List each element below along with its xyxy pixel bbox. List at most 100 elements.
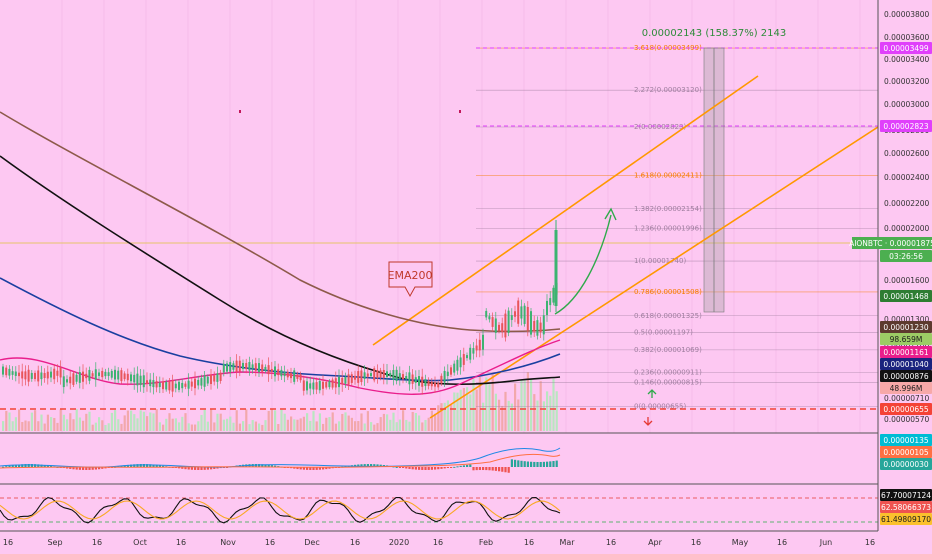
price-tick-label: 0.00003400 [884, 55, 930, 64]
macd-histogram-bar [219, 467, 222, 469]
candle-body [66, 379, 68, 383]
macd-histogram-bar [149, 464, 152, 467]
volume-bar [110, 412, 113, 431]
candle-body [37, 370, 40, 382]
price-badge-text: 0.00001040 [883, 360, 929, 369]
candle-body [232, 363, 235, 370]
volume-bar [146, 416, 149, 431]
volume-bar [94, 422, 97, 431]
volume-bar [34, 410, 37, 431]
macd-histogram-bar [523, 461, 526, 467]
volume-bar [466, 387, 469, 431]
macd-histogram-bar [213, 467, 216, 469]
volume-bar [78, 417, 81, 431]
candle-body [78, 372, 81, 383]
candles-group [2, 220, 558, 398]
macd-histogram-bar [261, 464, 264, 467]
volume-bar [133, 414, 136, 431]
price-badge [880, 250, 932, 262]
time-axis[interactable]: 16 Sep 16 Oct 16 Nov 16 Dec 16 2020 16 Feb 16 Mar 16 Ap… [3, 538, 875, 547]
channel-lower-line[interactable] [429, 126, 879, 419]
volume-bar [443, 402, 446, 431]
time-tick-label: May [732, 538, 749, 547]
volume-bar [107, 423, 110, 431]
volume-bar [299, 418, 302, 431]
macd-pane[interactable] [0, 447, 561, 473]
candle-body [82, 371, 84, 382]
candle-body [149, 379, 152, 387]
volume-bar [405, 419, 408, 431]
macd-histogram-bar [94, 467, 97, 470]
volume-bar [155, 409, 158, 431]
main-pane[interactable]: 3.618(0.00003499)2.272(0.00003120)2(0.00… [0, 0, 879, 433]
volume-bar [226, 418, 229, 431]
macd-signal-line [0, 453, 561, 469]
volume-bar [552, 378, 555, 431]
volume-bar [296, 419, 299, 431]
channel-upper-line[interactable] [372, 75, 759, 346]
volume-bar [398, 419, 401, 431]
macd-histogram-bar [21, 464, 24, 467]
price-axis[interactable]: 0.00003800 0.00003600 0.00003400 0.00003200… [849, 0, 932, 550]
price-tick-label: 0.00002200 [884, 199, 930, 208]
volume-bar [85, 413, 88, 431]
volume-bar [501, 405, 504, 431]
volume-bar [242, 421, 245, 431]
candle-body [136, 373, 139, 386]
macd-histogram-bar [184, 467, 187, 470]
volume-bar [434, 413, 437, 431]
candle-body [40, 372, 43, 380]
volume-bar [440, 403, 443, 431]
volume-bar [251, 420, 254, 431]
candle-body [21, 371, 24, 379]
candle-body [101, 370, 104, 378]
macd-histogram-bar [126, 464, 129, 467]
candle-body [491, 317, 494, 327]
macd-histogram-bar [5, 466, 8, 468]
candle-body [98, 372, 100, 376]
volume-bar [485, 377, 488, 431]
volume-bar [219, 413, 222, 431]
price-tick-label: 0.00001600 [884, 276, 930, 285]
fib-level-label: 2(0.00002823) [634, 123, 686, 131]
macd-histogram-bar [200, 467, 203, 470]
projection-arrow[interactable] [554, 214, 612, 315]
volume-bar [50, 417, 53, 431]
fib-level-label: 0.5(0.00001197) [634, 328, 693, 336]
stoch-pane[interactable] [0, 496, 878, 524]
macd-histogram-bar [478, 467, 481, 471]
volume-bar [517, 399, 520, 431]
macd-histogram-bar [379, 464, 382, 467]
candle-body [341, 377, 344, 385]
candle-body [200, 378, 203, 386]
price-tick-label: 0.00002000 [884, 224, 930, 233]
candle-body [242, 362, 244, 370]
volume-bar [130, 410, 133, 431]
macd-histogram-bar [514, 459, 517, 467]
fib-level-label: 1.236(0.00001996) [634, 225, 702, 233]
candle-body [453, 363, 456, 373]
volume-bar [306, 413, 309, 431]
volume-bar [491, 374, 494, 431]
time-tick-label: 16 [265, 538, 275, 547]
candle-body [517, 300, 520, 324]
macd-histogram-bar [411, 467, 414, 470]
candle-body [421, 376, 424, 387]
candle-body [366, 373, 369, 377]
candle-body [392, 369, 395, 380]
macd-histogram-bar [206, 467, 209, 470]
volume-bar [328, 417, 331, 431]
candle-body [290, 372, 292, 379]
macd-histogram-bar [318, 467, 321, 470]
price-badge [880, 382, 932, 394]
ema200-callout[interactable]: EMA200 [388, 261, 433, 298]
macd-histogram-bar [178, 467, 181, 469]
macd-histogram-bar [146, 464, 149, 467]
macd-histogram-bar [395, 466, 398, 468]
candle-body [280, 369, 283, 377]
candle-body [53, 368, 56, 380]
macd-histogram-bar [539, 461, 542, 467]
volume-bar [162, 424, 165, 431]
